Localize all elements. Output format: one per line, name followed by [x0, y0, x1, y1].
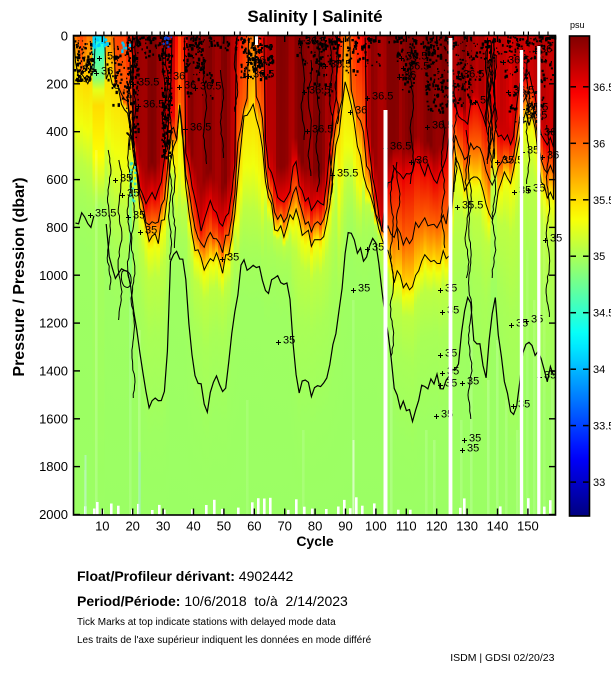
- svg-text:1400: 1400: [39, 363, 68, 378]
- svg-text:36: 36: [355, 105, 367, 117]
- svg-text:35: 35: [527, 145, 539, 157]
- svg-text:36.5: 36.5: [372, 91, 393, 103]
- svg-text:10: 10: [95, 519, 109, 534]
- svg-text:80: 80: [308, 519, 322, 534]
- svg-text:20: 20: [125, 519, 139, 534]
- svg-text:35.5: 35.5: [138, 77, 159, 89]
- svg-text:psu: psu: [570, 20, 585, 30]
- svg-text:400: 400: [46, 124, 68, 139]
- svg-text:36.5: 36.5: [526, 110, 547, 122]
- svg-text:Salinity | Salinité: Salinity | Salinité: [247, 7, 382, 26]
- svg-text:35: 35: [127, 188, 139, 200]
- svg-text:.5: .5: [104, 51, 113, 63]
- svg-text:600: 600: [46, 172, 68, 187]
- svg-text:36.5: 36.5: [309, 85, 330, 97]
- svg-text:120: 120: [426, 519, 448, 534]
- svg-text:140: 140: [487, 519, 509, 534]
- svg-text:36: 36: [593, 138, 605, 150]
- svg-text:50: 50: [217, 519, 231, 534]
- svg-text:800: 800: [46, 220, 68, 235]
- svg-text:Pressure / Pression (dbar): Pressure / Pression (dbar): [11, 177, 28, 376]
- svg-text:5: 5: [480, 95, 486, 107]
- svg-text:100: 100: [365, 519, 387, 534]
- svg-text:35: 35: [469, 433, 481, 445]
- svg-text:1000: 1000: [39, 268, 68, 283]
- svg-text:36: 36: [547, 150, 559, 162]
- svg-text:35: 35: [133, 210, 145, 222]
- svg-text:35: 35: [544, 370, 556, 382]
- svg-text:35: 35: [358, 283, 370, 295]
- svg-text:36: 36: [184, 80, 196, 92]
- svg-text:36.5: 36.5: [190, 122, 211, 134]
- svg-text:35.5: 35.5: [593, 195, 611, 207]
- svg-text:130: 130: [456, 519, 478, 534]
- svg-text:Float/Profileur dérivant: 4902: Float/Profileur dérivant: 4902442: [77, 568, 294, 584]
- svg-text:Tick Marks at top indicate sta: Tick Marks at top indicate stations with…: [77, 617, 336, 628]
- svg-text:70: 70: [277, 519, 291, 534]
- svg-text:36.5: 36.5: [432, 120, 453, 132]
- svg-text:36.5: 36.5: [463, 69, 484, 81]
- svg-text:40: 40: [186, 519, 200, 534]
- svg-text:36.5: 36.5: [513, 85, 534, 97]
- svg-text:33: 33: [593, 477, 605, 489]
- svg-text:35: 35: [372, 242, 384, 254]
- svg-text:Les traits de l'axe supérieur: Les traits de l'axe supérieur indiquent …: [77, 635, 372, 646]
- svg-text:36.5: 36.5: [312, 124, 333, 136]
- svg-text:Cycle: Cycle: [296, 533, 334, 549]
- svg-text:35: 35: [593, 251, 605, 263]
- svg-text:36.5: 36.5: [408, 61, 429, 73]
- svg-text:30: 30: [156, 519, 170, 534]
- svg-text:1600: 1600: [39, 411, 68, 426]
- svg-text:36.5: 36.5: [406, 51, 427, 63]
- svg-text:1200: 1200: [39, 316, 68, 331]
- svg-text:34: 34: [593, 364, 605, 376]
- svg-text:35: 35: [467, 443, 479, 455]
- svg-text:36.5: 36.5: [253, 69, 274, 81]
- svg-text:35: 35: [467, 376, 479, 388]
- svg-text:0: 0: [61, 29, 68, 44]
- svg-text:36.5: 36.5: [143, 99, 164, 111]
- svg-text:150: 150: [517, 519, 539, 534]
- svg-text:36: 36: [540, 44, 552, 56]
- svg-text:2000: 2000: [39, 507, 68, 522]
- svg-text:200: 200: [46, 76, 68, 91]
- svg-text:35.5: 35.5: [95, 208, 116, 220]
- svg-text:35.5: 35.5: [337, 168, 358, 180]
- svg-text:36: 36: [101, 66, 113, 78]
- svg-text:90: 90: [338, 519, 352, 534]
- svg-text:Period/Période: 10/6/2018 to/: Period/Période: 10/6/2018 to/à 2/14/2023: [77, 593, 348, 609]
- svg-text:36.5: 36.5: [390, 141, 411, 153]
- svg-text:1800: 1800: [39, 459, 68, 474]
- svg-text:35.5: 35.5: [330, 59, 351, 71]
- svg-text:36: 36: [404, 70, 416, 82]
- svg-text:36.5: 36.5: [200, 81, 221, 93]
- svg-text:36.5: 36.5: [253, 55, 274, 67]
- svg-text:35: 35: [227, 252, 239, 264]
- svg-text:36: 36: [416, 155, 428, 167]
- svg-text:33.5: 33.5: [593, 421, 611, 433]
- svg-text:35.5: 35.5: [462, 200, 483, 212]
- svg-text:35: 35: [145, 225, 157, 237]
- svg-text:60: 60: [247, 519, 261, 534]
- svg-text:34.5: 34.5: [593, 308, 611, 320]
- svg-text:35: 35: [531, 314, 543, 326]
- svg-text:36: 36: [544, 127, 556, 139]
- svg-text:35: 35: [120, 173, 132, 185]
- svg-text:ISDM | GDSI 02/20/23: ISDM | GDSI 02/20/23: [450, 652, 554, 664]
- svg-text:36.5: 36.5: [593, 82, 611, 94]
- svg-text:35: 35: [283, 335, 295, 347]
- svg-text:35.5: 35.5: [502, 155, 523, 167]
- svg-text:36.5: 36.5: [508, 55, 529, 67]
- svg-text:36: 36: [173, 71, 185, 83]
- svg-text:110: 110: [396, 519, 417, 534]
